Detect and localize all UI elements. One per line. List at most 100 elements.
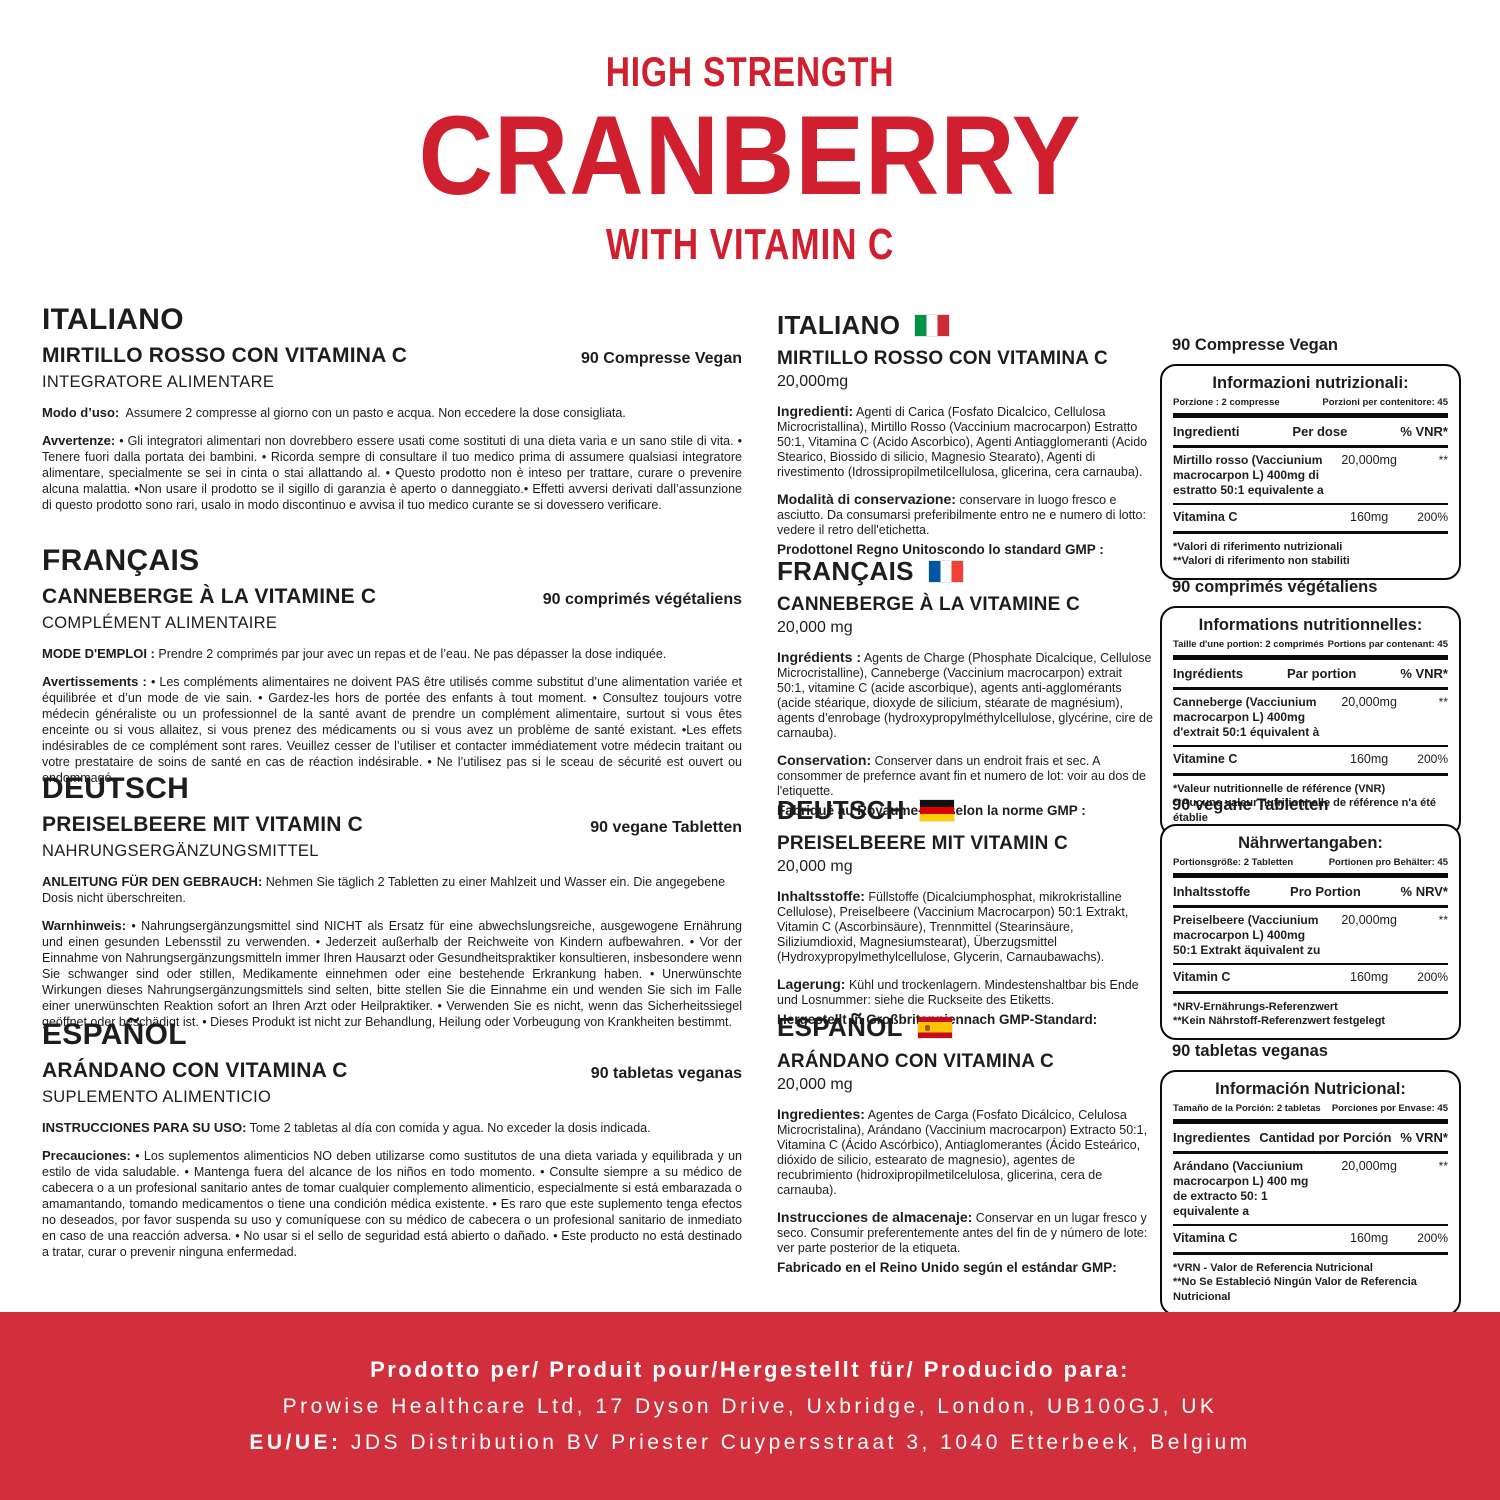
- supplement-category: COMPLÉMENT ALIMENTAIRE: [42, 614, 278, 632]
- ingredients-text: Agentes de Carga (Fosfato Dicálcico, Cel…: [777, 1107, 1148, 1197]
- nutrition-table: Informations nutritionnelles: Taille d'u…: [1160, 606, 1461, 838]
- gmp-statement: Fabricado en el Reino Unido según el est…: [777, 1260, 1117, 1275]
- table-footnotes: *Valori di riferimento nutrizionali **Va…: [1173, 534, 1448, 570]
- ingredient-amount: 160mg: [1350, 510, 1389, 524]
- left-section-spanish: ESPAÑOL ARÁNDANO CON VITAMINA C 90 table…: [42, 1018, 742, 1267]
- warnings-text: • Les compléments alimentaires ne doiven…: [42, 675, 742, 785]
- directions-label: MODE D'EMPLOI :: [42, 645, 155, 661]
- storage-label: Conservation:: [777, 752, 872, 768]
- table-title: Informations nutritionnelles:: [1198, 616, 1423, 634]
- product-row: ARÁNDANO CON VITAMINA C 90 tabletas vega…: [42, 1059, 742, 1083]
- table-header-row: Ingrédients Par portion % VNR*: [1173, 660, 1448, 690]
- eu-label: EU/UE:: [249, 1431, 342, 1454]
- serving-size: Portionsgröße: 2 Tabletten: [1173, 857, 1294, 868]
- nutrition-table: Informazioni nutrizionali: Porzione : 2 …: [1160, 364, 1461, 581]
- storage-text: Conserver dans un endroit frais et sec. …: [777, 754, 1146, 798]
- storage-paragraph: Conservation: Conserver dans un endroit …: [777, 753, 1153, 799]
- ingredient-nrv: **: [1438, 453, 1448, 467]
- tablet-count: 90 tabletas veganas: [590, 1065, 742, 1082]
- gmp-statement: Prodottonel Regno Unitoscondo lo standar…: [777, 542, 1104, 557]
- warnings-label: Precauciones:: [42, 1148, 131, 1163]
- left-section-italian: ITALIANO MIRTILLO ROSSO CON VITAMINA C 9…: [42, 303, 742, 520]
- table-header-row: Inhaltsstoffe Pro Portion % NRV*: [1173, 878, 1448, 908]
- serving-size: Taille d'une portion: 2 comprimés: [1173, 639, 1324, 650]
- manufacturer-footer: Prodotto per/ Produit pour/Hergestellt f…: [0, 1312, 1500, 1500]
- table-row: Vitamina C 160mg 200%: [1173, 505, 1448, 534]
- ingredient-nrv: **: [1438, 1159, 1448, 1173]
- tablet-count: 90 Compresse Vegan: [1172, 336, 1338, 354]
- col-amount: Per dose: [1292, 424, 1348, 439]
- warnings-text: • Nahrungsergänzungsmittel sind NICHT al…: [42, 919, 742, 1029]
- left-section-german: DEUTSCH PREISELBEERE MIT VITAMIN C 90 ve…: [42, 772, 742, 1037]
- warnings-paragraph: Precauciones: • Los suplementos alimenti…: [42, 1148, 742, 1260]
- table-row: Canneberge (Vacciunium macrocarpon L) 40…: [1173, 690, 1448, 747]
- ingredients-paragraph: Ingrédients : Agents de Charge (Phosphat…: [777, 649, 1153, 741]
- tablet-count: 90 Compresse Vegan: [581, 350, 742, 367]
- product-subtitle: WITH VITAMIN C: [605, 220, 895, 269]
- col-nrv: % VRN*: [1400, 1130, 1448, 1145]
- serving-size: Tamaño de la Porción: 2 tabletas: [1173, 1103, 1321, 1114]
- eu-address: JDS Distribution BV Priester Cuypersstra…: [350, 1431, 1251, 1454]
- nutrition-table: Nährwertangaben: Portionsgröße: 2 Tablet…: [1160, 824, 1461, 1041]
- ingredient-amount: 160mg: [1350, 752, 1389, 766]
- footnote-2: **Kein Nährstoff-Referenzwert festgelegt: [1173, 1015, 1386, 1028]
- brand-kicker: HIGH STRENGTH: [605, 48, 895, 95]
- warnings-paragraph: Avvertenze: • Gli integratori alimentari…: [42, 433, 742, 513]
- table-title: Informazioni nutrizionali:: [1212, 374, 1409, 392]
- servings-per-container: Portions par contenant: 45: [1327, 639, 1448, 650]
- ingredient-name: Arándano (Vacciunium macrocarpon L) 400 …: [1173, 1159, 1309, 1218]
- supplement-category: SUPLEMENTO ALIMENTICIO: [42, 1088, 272, 1106]
- servings-per-container: Portionen pro Behälter: 45: [1328, 857, 1448, 868]
- supplement-category: NAHRUNGSERGÄNZUNGSMITTEL: [42, 842, 319, 860]
- directions-text: Assumere 2 compresse al giorno con un pa…: [125, 405, 626, 420]
- spain-flag-icon: [917, 1017, 952, 1038]
- storage-text: Kühl und trockenlagern. Mindestenshaltba…: [777, 978, 1139, 1007]
- col-ingredients: Ingredientes: [1173, 1130, 1251, 1145]
- left-section-french: FRANÇAIS CANNEBERGE À LA VITAMINE C 90 c…: [42, 544, 742, 793]
- table-row: Vitamin C 160mg 200%: [1173, 965, 1448, 994]
- language-heading: DEUTSCH: [777, 795, 905, 825]
- product-name: ARÁNDANO CON VITAMINA C: [777, 1051, 1054, 1072]
- ingredient-name: Vitamin C: [1173, 970, 1231, 984]
- table-row: Vitamina C 160mg 200%: [1173, 1226, 1448, 1255]
- ingredients-paragraph: Inhaltsstoffe: Füllstoffe (Dicalciumphos…: [777, 888, 1153, 965]
- storage-text: Conservar en un lugar fresco y seco. Con…: [777, 1211, 1148, 1255]
- ingredients-text: Füllstoffe (Dicalciumphosphat, mikrokris…: [777, 889, 1129, 964]
- storage-label: Modalità di conservazione:: [777, 491, 956, 507]
- serving-row: Taille d'une portion: 2 comprimés Portio…: [1173, 639, 1448, 660]
- ingredient-name: Vitamine C: [1173, 752, 1238, 766]
- warnings-text: • Los suplementos alimenticios NO deben …: [42, 1149, 742, 1259]
- ingredients-paragraph: Ingredientes: Agentes de Carga (Fosfato …: [777, 1106, 1153, 1198]
- language-heading: ITALIANO: [777, 310, 901, 340]
- directions-label: ANLEITUNG FÜR DEN GEBRAUCH:: [42, 873, 263, 889]
- col-nrv: % VNR*: [1400, 666, 1448, 681]
- warnings-label: Avvertenze:: [42, 433, 116, 448]
- mid-section-italian: ITALIANO MIRTILLO ROSSO CON VITAMINA C 2…: [777, 310, 1153, 557]
- ingredient-amount: 160mg: [1350, 970, 1389, 984]
- uk-address: Prowise Healthcare Ltd, 17 Dyson Drive, …: [282, 1395, 1218, 1418]
- language-heading-row: ESPAÑOL: [777, 1012, 1153, 1043]
- nutrition-block-spanish: 90 tabletas veganas Información Nutricio…: [1160, 1042, 1461, 1317]
- table-footnotes: *VRN - Valor de Referencia Nutricional *…: [1173, 1255, 1448, 1306]
- mid-section-german: DEUTSCH PREISELBEERE MIT VITAMIN C 20,00…: [777, 795, 1153, 1027]
- col-amount: Par portion: [1287, 666, 1357, 681]
- serving-size: Porzione : 2 compresse: [1173, 397, 1280, 408]
- ingredients-text: Agenti di Carica (Fosfato Dicalcico, Cel…: [777, 404, 1148, 479]
- language-heading: ESPAÑOL: [777, 1012, 903, 1042]
- made-for-line: Prodotto per/ Produit pour/Hergestellt f…: [370, 1357, 1130, 1382]
- ingredient-amount: 20,000mg: [1341, 695, 1397, 709]
- col-nrv: % NRV*: [1400, 884, 1448, 899]
- language-heading: ESPAÑOL: [42, 1018, 187, 1051]
- ingredient-amount: 160mg: [1350, 1231, 1389, 1245]
- footnote-1: *Valeur nutritionnelle de référence (VNR…: [1173, 782, 1386, 795]
- strength-value: 20,000 mg: [777, 619, 853, 636]
- product-title: CRANBERRY: [418, 93, 1082, 218]
- product-row: PREISELBEERE MIT VITAMIN C 90 vegane Tab…: [42, 813, 742, 837]
- mid-section-french: FRANÇAIS CANNEBERGE À LA VITAMINE C 20,0…: [777, 556, 1153, 818]
- ingredient-nrv: **: [1438, 695, 1448, 709]
- directions-paragraph: MODE D'EMPLOI : Prendre 2 comprimés par …: [42, 646, 742, 662]
- ingredient-amount: 20,000mg: [1341, 913, 1397, 927]
- ingredient-name: Vitamina C: [1173, 510, 1238, 524]
- serving-row: Porzione : 2 compresse Porzioni per cont…: [1173, 397, 1448, 418]
